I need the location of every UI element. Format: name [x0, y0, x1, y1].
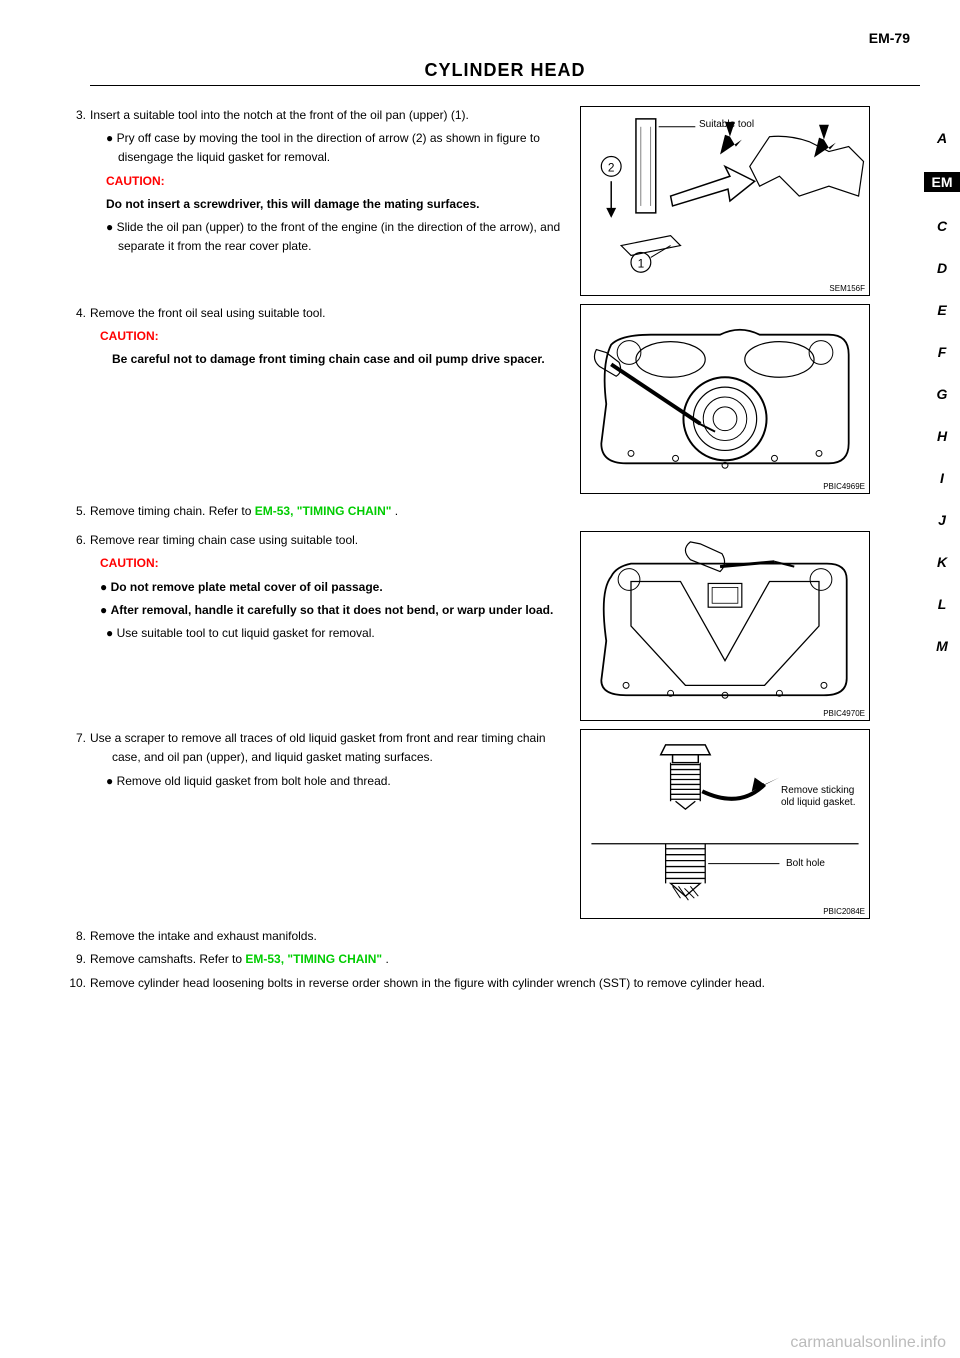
figure1: 2 [580, 106, 870, 296]
side-tab-a[interactable]: A [924, 130, 960, 146]
step6-text: Remove rear timing chain case using suit… [90, 533, 358, 547]
step4-c1: Be careful not to damage front timing ch… [90, 350, 568, 369]
step6-c2-text: After removal, handle it carefully so th… [111, 603, 554, 617]
step8-text: Remove the intake and exhaust manifolds. [90, 929, 317, 943]
step3-line: 3.Insert a suitable tool into the notch … [90, 106, 568, 125]
step10-line: 10.Remove cylinder head loosening bolts … [90, 974, 870, 993]
figure4-label-bolthole: Bolt hole [786, 858, 825, 869]
side-tab-e[interactable]: E [924, 302, 960, 318]
step7-num: 7. [68, 729, 86, 748]
step4-num: 4. [68, 304, 86, 323]
figure1-svg: 2 [581, 107, 869, 295]
step3-text: Insert a suitable tool into the notch at… [90, 108, 469, 122]
text-col-step4: 4.Remove the front oil seal using suitab… [90, 304, 580, 494]
header-rule [90, 85, 920, 86]
step3-bullet2: ● Slide the oil pan (upper) to the front… [90, 218, 568, 256]
section-row-step3: 3.Insert a suitable tool into the notch … [90, 106, 870, 296]
side-tab-d[interactable]: D [924, 260, 960, 276]
step4-text: Remove the front oil seal using suitable… [90, 306, 325, 320]
content-area: 3.Insert a suitable tool into the notch … [90, 106, 920, 1003]
side-tab-l[interactable]: L [924, 596, 960, 612]
step9-link[interactable]: EM-53, "TIMING CHAIN" [245, 952, 382, 966]
step6-caution: CAUTION: [90, 554, 568, 573]
page-number: EM-79 [869, 30, 910, 46]
figure3-svg [581, 532, 869, 720]
step6-b1-text: Use suitable tool to cut liquid gasket f… [117, 626, 375, 640]
step10-text: Remove cylinder head loosening bolts in … [90, 976, 765, 990]
figure3: PBIC4970E [580, 531, 870, 721]
step5-line: 5.Remove timing chain. Refer to EM-53, "… [90, 502, 870, 521]
svg-text:2: 2 [608, 160, 615, 174]
step4-line: 4.Remove the front oil seal using suitab… [90, 304, 568, 323]
text-col-step3: 3.Insert a suitable tool into the notch … [90, 106, 580, 296]
step8-block: 8.Remove the intake and exhaust manifold… [90, 927, 870, 997]
text-col-step7: 7.Use a scraper to remove all traces of … [90, 729, 580, 919]
side-tab-c[interactable]: C [924, 218, 960, 234]
page-container: EM-79 CYLINDER HEAD A EM C D E F G H I J… [0, 0, 960, 1358]
step7-bullet1: ● Remove old liquid gasket from bolt hol… [90, 772, 568, 791]
figure2-id: PBIC4969E [823, 482, 865, 491]
step3-bullet1: ● Pry off case by moving the tool in the… [90, 129, 568, 167]
text-col-step6: 6.Remove rear timing chain case using su… [90, 531, 580, 721]
step9-line: 9.Remove camshafts. Refer to EM-53, "TIM… [90, 950, 870, 969]
step7-line: 7.Use a scraper to remove all traces of … [90, 729, 568, 767]
side-tab-f[interactable]: F [924, 344, 960, 360]
step8-num: 8. [68, 927, 86, 946]
step3-num: 3. [68, 106, 86, 125]
step5-after: . [391, 504, 398, 518]
step3-caution: CAUTION: [90, 172, 568, 191]
step5-link[interactable]: EM-53, "TIMING CHAIN" [255, 504, 392, 518]
side-tab-k[interactable]: K [924, 554, 960, 570]
step6-line: 6.Remove rear timing chain case using su… [90, 531, 568, 550]
svg-text:1: 1 [638, 256, 645, 270]
figure4-label-remove: Remove sticking old liquid gasket. [781, 785, 861, 809]
side-tab-g[interactable]: G [924, 386, 960, 402]
figure4-svg [581, 730, 869, 918]
step4-caution: CAUTION: [90, 327, 568, 346]
watermark: carmanualsonline.info [790, 1334, 946, 1352]
figure1-label-tool: Suitable tool [699, 119, 754, 130]
step8-line: 8.Remove the intake and exhaust manifold… [90, 927, 870, 946]
figure-col-4: Remove sticking old liquid gasket. Bolt … [580, 729, 870, 919]
figure2-svg [581, 305, 869, 493]
side-tab-h[interactable]: H [924, 428, 960, 444]
step3-b1-text: Pry off case by moving the tool in the d… [117, 131, 540, 164]
figure4-id: PBIC2084E [823, 907, 865, 916]
side-tab-m[interactable]: M [924, 638, 960, 654]
step3-b2-text: Slide the oil pan (upper) to the front o… [117, 220, 561, 253]
step3-c1: Do not insert a screwdriver, this will d… [90, 195, 568, 214]
step4-c1-text: Be careful not to damage front timing ch… [112, 352, 545, 366]
step6-c1: ● Do not remove plate metal cover of oil… [90, 578, 568, 597]
section-row-step6: 6.Remove rear timing chain case using su… [90, 531, 870, 721]
section-row-step4: 4.Remove the front oil seal using suitab… [90, 304, 870, 494]
figure-col-3: PBIC4970E [580, 531, 870, 721]
side-tab-i[interactable]: I [924, 470, 960, 486]
step5-block: 5.Remove timing chain. Refer to EM-53, "… [90, 502, 870, 525]
step7-text: Use a scraper to remove all traces of ol… [90, 731, 546, 764]
page-title: CYLINDER HEAD [90, 60, 920, 81]
figure-col-2: PBIC4969E [580, 304, 870, 494]
step5-num: 5. [68, 502, 86, 521]
figure3-id: PBIC4970E [823, 709, 865, 718]
step7-b1-text: Remove old liquid gasket from bolt hole … [117, 774, 391, 788]
page-header: CYLINDER HEAD [90, 60, 920, 86]
section-row-step7: 7.Use a scraper to remove all traces of … [90, 729, 870, 919]
step6-c1-text: Do not remove plate metal cover of oil p… [111, 580, 383, 594]
step6-bullet1: ● Use suitable tool to cut liquid gasket… [90, 624, 568, 643]
step3-c1-text: Do not insert a screwdriver, this will d… [106, 197, 479, 211]
figure2: PBIC4969E [580, 304, 870, 494]
figure-col-1: 2 [580, 106, 870, 296]
step6-c2: ● After removal, handle it carefully so … [90, 601, 568, 620]
step9-num: 9. [68, 950, 86, 969]
side-tab-j[interactable]: J [924, 512, 960, 528]
figure1-id: SEM156F [829, 284, 865, 293]
side-tab-em[interactable]: EM [924, 172, 960, 192]
step5-before: Remove timing chain. Refer to [90, 504, 255, 518]
step9-before: Remove camshafts. Refer to [90, 952, 245, 966]
figure4: Remove sticking old liquid gasket. Bolt … [580, 729, 870, 919]
step6-num: 6. [68, 531, 86, 550]
step9-after: . [382, 952, 389, 966]
side-tabs: A EM C D E F G H I J K L M [924, 130, 960, 654]
step10-num: 10. [68, 974, 86, 993]
